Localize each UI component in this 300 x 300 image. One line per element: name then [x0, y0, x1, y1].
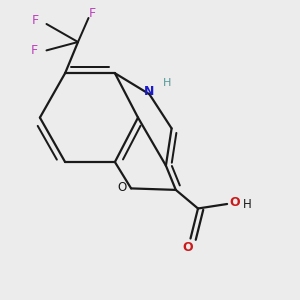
Text: H: H: [243, 198, 252, 212]
Text: O: O: [230, 196, 240, 209]
Text: O: O: [182, 241, 193, 254]
Text: F: F: [32, 14, 39, 28]
Text: F: F: [31, 44, 38, 58]
Text: H: H: [163, 78, 171, 88]
Text: N: N: [144, 85, 154, 98]
Text: O: O: [118, 181, 127, 194]
Text: F: F: [89, 7, 96, 20]
